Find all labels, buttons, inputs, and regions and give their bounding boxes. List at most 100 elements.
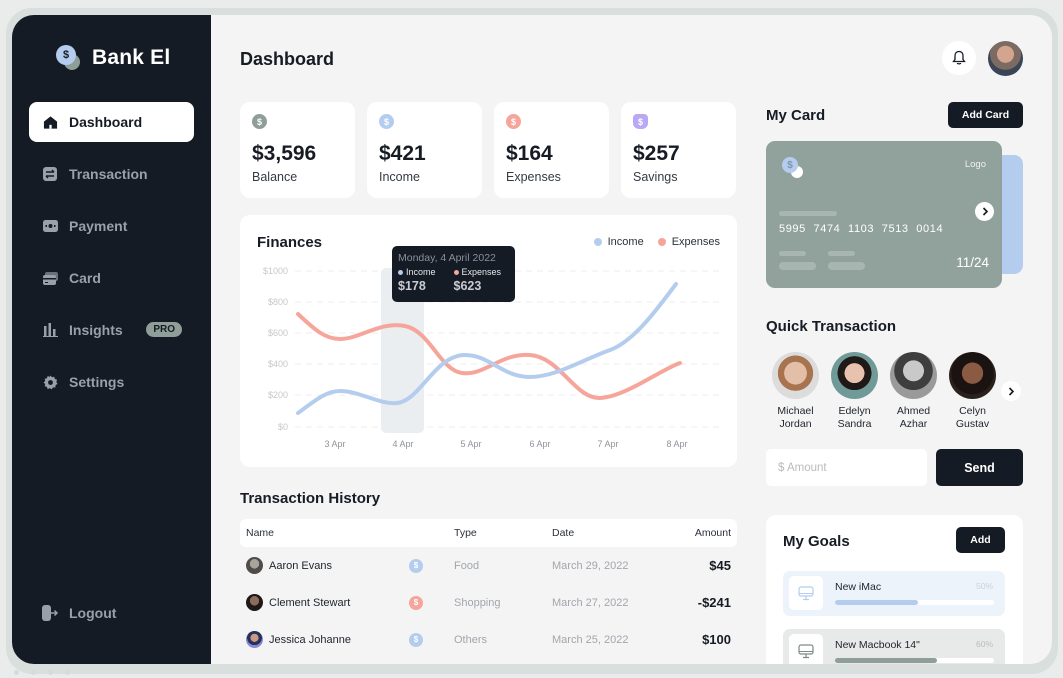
sidebar-item-label: Insights [69,322,123,338]
stat-label: Balance [252,170,298,184]
card-next-button[interactable] [975,202,994,221]
column-amount[interactable]: Amount [694,527,731,539]
pro-badge: PRO [146,322,182,337]
row-name: Aaron Evans [269,559,332,572]
row-date: March 29, 2022 [552,559,629,572]
income-icon: $ [409,558,423,573]
sidebar-item-settings[interactable]: Settings [29,362,194,402]
legend-income[interactable]: Income [593,236,644,248]
avatar [890,352,937,399]
savings-bag-icon: $ [633,114,648,129]
table-row[interactable]: Jessica Johanne $ Others March 25, 2022 … [240,621,737,658]
stat-card-expenses: $ $164 Expenses [494,102,609,198]
goals-card: My Goals Add New iMac 50% New Macbook 14… [766,515,1023,664]
tooltip-expenses-value: $623 [453,279,482,293]
sidebar-item-card[interactable]: Card [29,258,194,298]
income-line [296,282,678,415]
notification-button[interactable] [942,41,976,75]
legend-label: Expenses [671,236,720,248]
table-row[interactable]: Aaron Evans $ Food March 29, 2022 $45 [240,547,737,584]
dollar-icon: $ [252,114,267,129]
finances-title: Finances [257,234,323,251]
sidebar-item-insights[interactable]: Insights PRO [29,310,194,350]
contact-michael-jordan[interactable]: Michael Jordan [766,352,825,430]
row-type: Food [454,559,480,572]
row-type: Shopping [454,596,501,609]
coin-icon: $ [56,45,76,65]
card-placeholder-bar [779,251,806,256]
sidebar-item-dashboard[interactable]: Dashboard [29,102,194,142]
goal-percent: 60% [975,639,993,649]
card-placeholder-bar [828,251,855,256]
row-name: Clement Stewart [269,596,351,609]
contact-celyn-gustav[interactable]: Celyn Gustav [943,352,1002,430]
amount-input[interactable] [766,449,927,486]
sidebar-item-label: Dashboard [69,114,143,130]
goal-name: New Macbook 14" [835,639,920,651]
avatar [831,352,878,399]
bank-card[interactable]: $ Logo 5995 7474 1103 7513 0014 11/24 [766,141,1002,288]
tooltip-expenses-label: Expenses [461,267,502,277]
sidebar-item-transaction[interactable]: Transaction [29,154,194,194]
card-icon [42,270,58,286]
chart-legend: Income Expenses [593,236,720,248]
gear-icon [42,374,58,390]
legend-expenses[interactable]: Expenses [657,236,720,248]
y-tick: $1000 [263,266,288,276]
goal-item-imac[interactable]: New iMac 50% [783,571,1005,616]
column-name[interactable]: Name [246,527,275,539]
add-goal-button[interactable]: Add [956,527,1005,553]
stat-card-income: $ $421 Income [367,102,482,198]
brand-logo-icon: $ [56,45,82,71]
stat-card-savings: $ $257 Savings [621,102,736,198]
brand: $ Bank El [56,45,170,71]
card-number: 5995 7474 1103 7513 0014 [779,223,944,235]
x-tick: 7 Apr [597,439,618,449]
avatar [246,557,263,574]
sidebar-item-label: Settings [69,374,125,390]
contact-name: Celyn Gustav [955,405,990,430]
user-avatar[interactable] [988,41,1023,76]
row-date: March 25, 2022 [552,633,629,646]
logout-button[interactable]: Logout [42,605,116,621]
goal-item-macbook[interactable]: New Macbook 14" 60% [783,629,1005,664]
table-row[interactable]: Clement Stewart $ Shopping March 27, 202… [240,584,737,621]
table-header: Name Type Date Amount [240,519,737,547]
stat-card-balance: $ $3,596 Balance [240,102,355,198]
bell-icon [952,50,966,65]
stat-value: $3,596 [252,142,317,165]
avatar [246,631,263,648]
sidebar: $ Bank El Dashboard Transaction [12,15,211,664]
y-tick: $800 [268,297,288,307]
send-button[interactable]: Send [936,449,1023,486]
transaction-table: Name Type Date Amount Aaron Evans $ Food… [240,519,737,658]
goal-name: New iMac [835,581,882,593]
sidebar-item-payment[interactable]: Payment [29,206,194,246]
column-type[interactable]: Type [454,527,477,539]
monitor-icon [789,634,823,664]
finances-chart-card: $1000 $800 $600 $400 $200 $0 3 Apr 4 Apr… [240,215,737,467]
stat-label: Expenses [506,170,561,184]
sidebar-item-label: Transaction [69,166,148,182]
row-amount: $100 [702,632,731,647]
transfer-icon [42,166,58,182]
finances-line-chart[interactable]: $1000 $800 $600 $400 $200 $0 3 Apr 4 Apr… [240,215,737,467]
page-title: Dashboard [240,49,335,69]
expense-icon: $ [506,114,521,129]
my-card-title: My Card [766,107,826,124]
contact-edelyn-sandra[interactable]: Edelyn Sandra [825,352,884,430]
legend-label: Income [607,236,644,248]
sidebar-item-label: Payment [69,218,128,234]
app-window: $ Bank El Dashboard Transaction [12,15,1052,664]
transaction-history-title: Transaction History [240,490,381,507]
contact-ahmed-azhar[interactable]: Ahmed Azhar [884,352,943,430]
x-tick: 4 Apr [392,439,413,449]
income-icon: $ [379,114,394,129]
card-coin-icon: $ [782,157,798,173]
stat-cards: $ $3,596 Balance $ $421 Income $ $164 Ex… [240,102,736,198]
tooltip-income-value: $178 [398,279,426,293]
contacts-next-button[interactable] [1001,381,1021,401]
add-card-button[interactable]: Add Card [948,102,1023,128]
legend-dot-icon [593,238,602,246]
column-date[interactable]: Date [552,527,575,539]
